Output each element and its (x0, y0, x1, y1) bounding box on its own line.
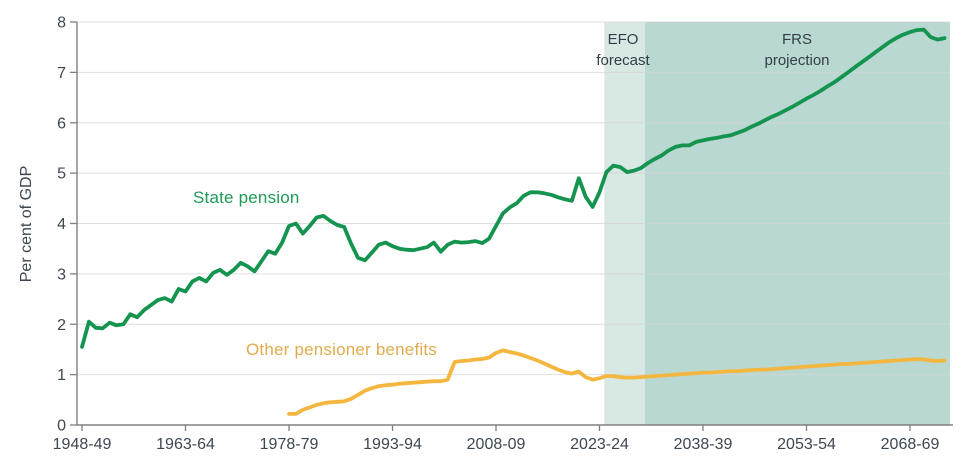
y-tick-label: 3 (57, 266, 66, 283)
other-pensioner-benefits-series-label: Other pensioner benefits (246, 340, 437, 359)
y-tick-label: 0 (57, 418, 66, 435)
x-tick-label: 2008-09 (467, 436, 526, 453)
x-tick-label: 1993-94 (363, 436, 422, 453)
x-tick-label: 2038-39 (674, 436, 733, 453)
state-pension-line (80, 27, 947, 349)
y-tick-label: 8 (57, 15, 66, 32)
y-tick-label: 6 (57, 115, 66, 132)
frs-projection-region-label: FRS projection (764, 31, 830, 69)
efo-forecast-region-label: EFO forecast (596, 31, 650, 69)
x-tick-label: 1978-79 (260, 436, 319, 453)
y-tick-label: 7 (57, 65, 66, 82)
x-tick-label: 2053-54 (777, 436, 836, 453)
y-tick-label: 1 (57, 367, 66, 384)
x-tick-label: 2068-69 (881, 436, 940, 453)
y-tick-label: 5 (57, 166, 66, 183)
x-tick-label: 1948-49 (53, 436, 112, 453)
state-pension-series-label: State pension (193, 188, 300, 207)
x-tick-label: 2023-24 (570, 436, 629, 453)
x-tick-label: 1963-64 (156, 436, 215, 453)
y-tick-label: 2 (57, 317, 66, 334)
y-axis-title: Per cent of GDP (18, 165, 35, 283)
other-pensioner-benefits-line (287, 348, 947, 416)
y-tick-label: 4 (57, 216, 66, 233)
